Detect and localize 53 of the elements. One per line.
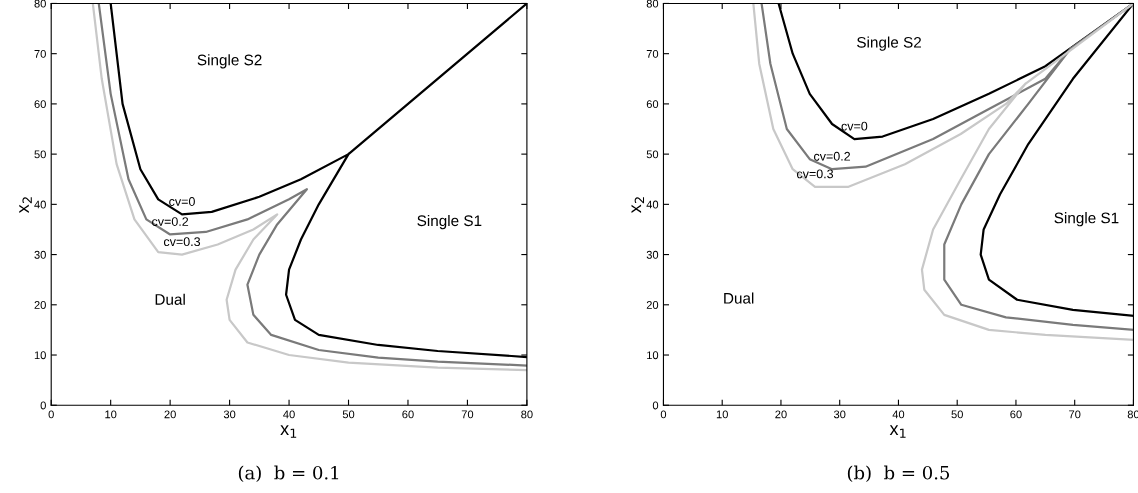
- y-tick-label: 60: [646, 100, 659, 109]
- series-label: cv=0.3: [796, 169, 834, 179]
- x-tick-label: 10: [105, 410, 117, 419]
- x-tick-label: 60: [1010, 410, 1022, 419]
- series-label: cv=0.2: [814, 151, 851, 161]
- x-tick-label: 50: [951, 410, 963, 419]
- x-tick-label: 20: [164, 410, 176, 419]
- y-tick-label: 70: [646, 49, 659, 58]
- y-tick-label: 30: [646, 250, 659, 259]
- x-axis-title: x$_{1}$: [889, 425, 906, 438]
- annotation: Single S2: [857, 36, 921, 51]
- x-axis-title: x$_{1}$: [280, 425, 297, 438]
- x-tick-label: 20: [775, 410, 787, 419]
- series-label: cv=0: [841, 121, 868, 131]
- y-tick-label: 80: [34, 0, 46, 8]
- y-tick-label: 30: [34, 250, 46, 259]
- x-tick-label: 30: [833, 410, 846, 419]
- y-tick-label: 40: [646, 200, 659, 209]
- annotation: Single S2: [197, 54, 262, 69]
- x-tick-label: 40: [892, 410, 905, 419]
- annotation: Single S1: [417, 214, 482, 230]
- text: (a) b = 0.1: [238, 465, 339, 483]
- x-tick-label: 0: [48, 410, 54, 419]
- y-tick-label: 10: [647, 351, 659, 360]
- y-tick-label: 0: [40, 401, 46, 410]
- series-label: cv=0: [169, 197, 195, 206]
- x-tick-label: 70: [1069, 410, 1081, 419]
- x-tick-label: 60: [402, 410, 414, 419]
- y-axis-title: x$_{2}$: [19, 197, 32, 214]
- y-tick-label: 20: [34, 301, 46, 309]
- y-tick-label: 50: [646, 150, 659, 159]
- y-axis-title: x$_{2}$: [631, 197, 645, 214]
- series-label: cv=0.3: [163, 237, 201, 247]
- y-tick-label: 40: [34, 200, 46, 209]
- y-tick-label: 60: [34, 100, 46, 109]
- y-tick-label: 50: [34, 150, 46, 159]
- x-tick-label: 80: [521, 410, 533, 419]
- x-tick-label: 30: [223, 410, 236, 419]
- annotation: Dual: [724, 292, 754, 304]
- y-tick-label: 80: [646, 0, 659, 8]
- y-tick-label: 20: [646, 301, 659, 309]
- annotation: Single S1: [1054, 212, 1119, 227]
- x-tick-label: 70: [461, 410, 474, 419]
- x-tick-label: 50: [342, 410, 355, 419]
- text: (b) b = 0.5: [847, 465, 950, 483]
- y-tick-label: 70: [34, 49, 46, 58]
- x-tick-label: 10: [716, 410, 728, 419]
- y-tick-label: 10: [34, 351, 46, 360]
- x-tick-label: 40: [283, 410, 295, 419]
- x-tick-label: 0: [660, 410, 667, 419]
- series-label: cv=0.2: [152, 217, 189, 226]
- annotation: Dual: [155, 293, 185, 305]
- y-tick-label: 0: [652, 401, 659, 410]
